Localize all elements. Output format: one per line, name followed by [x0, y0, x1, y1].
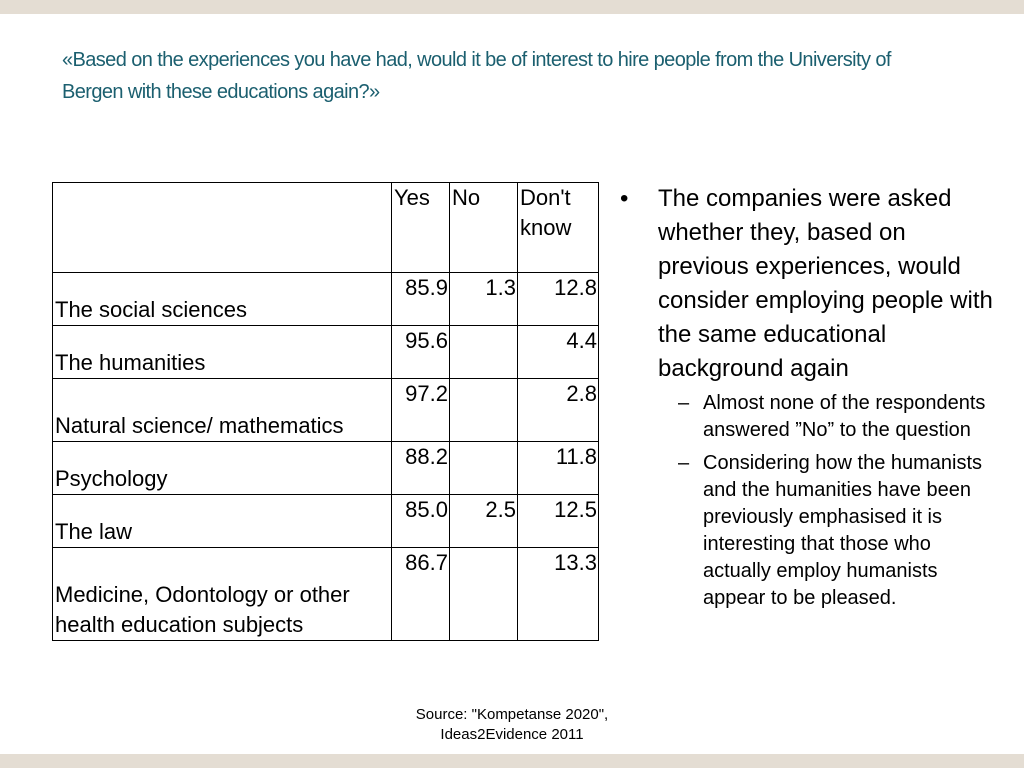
value-cell: 2.8: [517, 378, 599, 442]
bullet-text: The companies were asked whether they, b…: [658, 185, 993, 382]
row-label: Natural science/ mathematics: [52, 378, 392, 442]
value-cell: 85.9: [391, 272, 450, 326]
value-cell: 13.3: [517, 547, 599, 641]
table-row: The humanities 95.6 4.4: [52, 325, 599, 379]
header-row: Yes No Don't know: [52, 182, 599, 273]
value-cell: 4.4: [517, 325, 599, 379]
row-label: Psychology: [52, 441, 392, 495]
row-label: The social sciences: [52, 272, 392, 326]
slide-title: «Based on the experiences you have had, …: [62, 49, 891, 103]
table-row: Medicine, Odontology or other health edu…: [52, 547, 599, 641]
header-cell: Yes: [391, 182, 450, 273]
row-label: Medicine, Odontology or other health edu…: [52, 547, 392, 641]
value-cell: 88.2: [391, 441, 450, 495]
sub-bullet: Almost none of the respondents answered …: [658, 390, 1000, 444]
value-cell: [449, 378, 518, 442]
source-note: Source: "Kompetanse 2020", Ideas2Evidenc…: [415, 706, 609, 743]
bullet: The companies were asked whether they, b…: [620, 182, 1000, 612]
data-table: Yes No Don't know The social sciences 85.9 1.…: [52, 182, 599, 641]
value-cell: 1.3: [449, 272, 518, 326]
bottom-band: [0, 754, 1024, 768]
value-cell: 97.2: [391, 378, 450, 442]
row-label: The humanities: [52, 325, 392, 379]
value-cell: 2.5: [449, 494, 518, 548]
header-cell: Don't know: [517, 182, 599, 273]
top-band: [0, 0, 1024, 14]
table-row: Natural science/ mathematics 97.2 2.8: [52, 378, 599, 442]
header-cell: [52, 182, 392, 273]
sub-list: Almost none of the respondents answered …: [658, 390, 1000, 612]
table-row: The law 85.0 2.5 12.5: [52, 494, 599, 548]
value-cell: [449, 441, 518, 495]
value-cell: 12.5: [517, 494, 599, 548]
row-label: The law: [52, 494, 392, 548]
bullet-list: The companies were asked whether they, b…: [620, 182, 1000, 618]
value-cell: [449, 325, 518, 379]
value-cell: 85.0: [391, 494, 450, 548]
table-row: Psychology 88.2 11.8: [52, 441, 599, 495]
value-cell: 11.8: [517, 441, 599, 495]
value-cell: [449, 547, 518, 641]
table-row: The social sciences 85.9 1.3 12.8: [52, 272, 599, 326]
value-cell: 86.7: [391, 547, 450, 641]
value-cell: 12.8: [517, 272, 599, 326]
header-cell: No: [449, 182, 518, 273]
sub-bullet: Considering how the humanists and the hu…: [658, 450, 1000, 612]
value-cell: 95.6: [391, 325, 450, 379]
